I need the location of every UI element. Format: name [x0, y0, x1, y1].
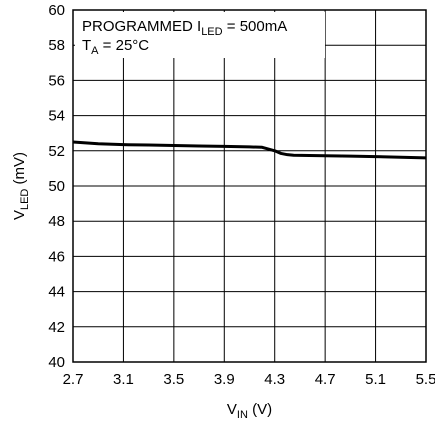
- x-tick-label: 3.1: [113, 371, 134, 388]
- annotation-line-2-subscript: A: [91, 45, 99, 57]
- y-tick-labels: 40 42 44 46 48 50 52 54 56 58 60: [48, 2, 65, 371]
- x-tick-label: 2.7: [63, 371, 84, 388]
- annotation-line-2: TA = 25°C: [82, 37, 149, 57]
- y-tick-label: 42: [48, 319, 65, 336]
- y-tick-label: 54: [48, 108, 65, 125]
- x-axis-label-rest: (V): [248, 401, 272, 418]
- x-axis-label-subscript: IN: [237, 409, 248, 421]
- y-tick-label: 44: [48, 284, 65, 301]
- x-tick-label: 4.7: [315, 371, 336, 388]
- x-axis-label: VIN (V): [227, 401, 272, 421]
- plot-frame: [72, 9, 427, 363]
- x-tick-label: 4.3: [264, 371, 285, 388]
- annotation-line-1-main: PROGRAMMED I: [82, 18, 201, 35]
- series-line: [72, 140, 427, 160]
- x-axis-label-main: V: [227, 401, 237, 418]
- grid-lines: [72, 9, 427, 363]
- annotation-line-2-rest: = 25°C: [99, 37, 150, 54]
- y-tick-label: 56: [48, 72, 65, 89]
- y-tick-label: 58: [48, 37, 65, 54]
- annotation-box: [75, 12, 325, 58]
- y-axis-label-main: V: [11, 210, 28, 220]
- y-tick-label: 40: [48, 354, 65, 371]
- x-tick-labels: 2.7 3.1 3.5 3.9 4.3 4.7 5.1 5.5: [63, 371, 435, 388]
- x-tick-label: 5.5: [416, 371, 435, 388]
- x-tick-label: 3.5: [163, 371, 184, 388]
- annotation-line-1: PROGRAMMED ILED = 500mA: [82, 18, 287, 38]
- y-tick-label: 60: [48, 2, 65, 19]
- x-tick-label: 3.9: [214, 371, 235, 388]
- y-tick-label: 52: [48, 143, 65, 160]
- y-axis-label-subscript: LED: [19, 189, 31, 210]
- y-axis-label: VLED (mV): [11, 152, 31, 220]
- annotation-line-1-subscript: LED: [201, 26, 222, 38]
- annotation-line-2-main: T: [82, 37, 91, 54]
- y-tick-label: 46: [48, 248, 65, 265]
- y-axis-label-rest: (mV): [11, 152, 28, 189]
- x-tick-label: 5.1: [365, 371, 386, 388]
- y-tick-label: 48: [48, 213, 65, 230]
- annotation-line-1-rest: = 500mA: [223, 18, 288, 35]
- y-tick-label: 50: [48, 178, 65, 195]
